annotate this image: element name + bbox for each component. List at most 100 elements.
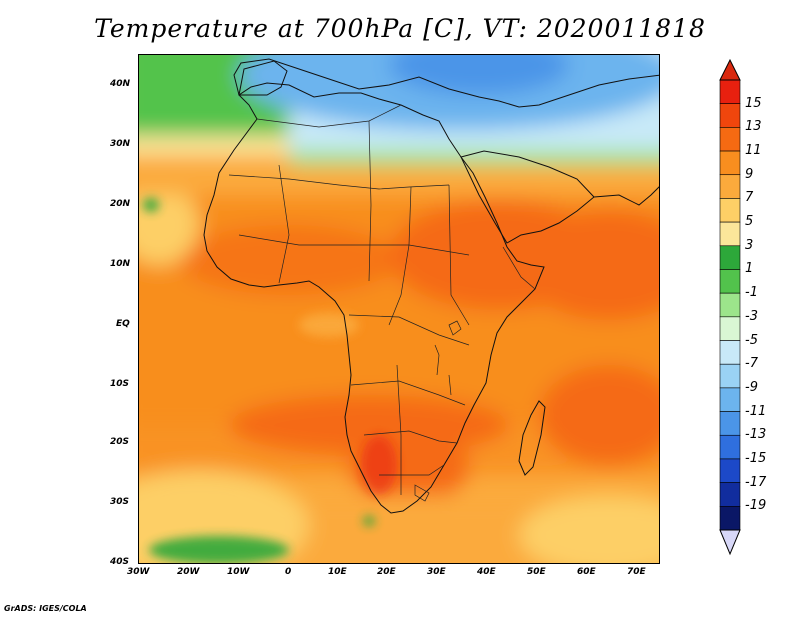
india-coast [593,186,659,206]
colorbar-box [719,79,741,104]
colorbar-box [719,316,741,341]
lon-label-30w: 30W [127,567,150,577]
colorbar-bottom-arrow [719,529,741,556]
field-core-arabian-sea [519,210,659,320]
lon-label-20e: 20E [377,567,396,577]
colorbar-label: 15 [745,95,762,111]
southern-africa-inner [414,484,430,502]
colorbar-label: -1 [745,285,758,301]
field-blob-green-atlantic [143,198,159,212]
colorbar-label: 5 [745,214,754,230]
colorbar-label: -9 [745,379,758,395]
temperature-map [138,54,660,564]
lake-victoria [448,320,462,336]
lat-label-30s: 30S [110,497,130,507]
lon-label-0: 0 [285,567,292,577]
colorbar-box [719,482,741,507]
colorbar-top-arrow [719,58,741,81]
lon-label-30e: 30E [427,567,446,577]
colorbar-box [719,245,741,270]
colorbar-label: 11 [745,143,762,159]
colorbar-label: 9 [745,166,754,182]
lat-label-10n: 10N [110,259,131,269]
border-10 [363,430,458,444]
colorbar-box [719,269,741,294]
colorbar-label: -11 [745,403,767,419]
lake-tanganyika [434,344,440,376]
colorbar-box [719,434,741,460]
colorbar-label: 3 [745,237,754,253]
colorbar-box [719,363,741,389]
lat-label-eq: EQ [116,319,130,329]
field-blob-green-sw [149,536,289,563]
colorbar-box [719,198,741,223]
colorbar-box [719,103,741,128]
colorbar-label: -19 [745,498,767,514]
field-core-indian-ocean [539,365,659,465]
colorbar-label: -3 [745,308,758,324]
colorbar-box [719,150,741,176]
colorbar-box [719,292,741,318]
field-blob-green-cape [363,516,375,526]
lon-label-60e: 60E [577,567,596,577]
colorbar-box [719,458,741,483]
field-blob-pale-gulf [299,313,359,337]
colorbar-label: -13 [745,427,767,443]
colorbar-label: -17 [745,474,767,490]
colorbar-label: -5 [745,332,758,348]
lat-label-30n: 30N [110,139,131,149]
colorbar-box [719,506,741,531]
field-core-sahel [179,225,399,295]
border-5 [388,186,412,326]
credit: GrADS: IGES/COLA [4,604,87,613]
border-4 [368,120,372,282]
border-11 [379,464,445,476]
map-svg [139,55,659,563]
colorbar-boxes [719,79,741,531]
field-north-deepblue [389,55,569,95]
lat-label-20s: 20S [110,437,130,447]
lake-malawi [448,374,452,396]
lon-label-20w: 20W [177,567,200,577]
europe-coast [233,58,659,108]
country-borders [228,104,536,502]
madagascar [518,400,546,476]
lat-label-40n: 40N [110,79,131,89]
border-13 [502,246,536,290]
colorbar-box [719,174,741,199]
colorbar-label: -7 [745,356,758,372]
colorbar-box [719,411,741,436]
border-2 [228,174,450,190]
colorbar-label: 13 [745,119,762,135]
border-7 [238,234,470,256]
temperature-field [139,55,659,563]
border-8 [348,314,470,346]
colorbar-box [719,127,741,152]
lat-label-40s: 40S [110,557,130,567]
border-12 [396,364,402,495]
lon-label-70e: 70E [627,567,646,577]
border-3 [278,164,290,284]
colorbar-box [719,221,741,247]
chart-title: Temperature at 700hPa [C], VT: 202001181… [94,14,706,43]
colorbar-box [719,387,741,412]
lon-label-50e: 50E [527,567,546,577]
colorbar [719,58,741,556]
iberia [238,60,288,96]
arabian-peninsula [460,150,595,244]
field-southeast-pale [519,495,659,563]
border-1 [256,104,402,128]
lon-label-10e: 10E [328,567,347,577]
border-6 [448,184,470,326]
border-9 [350,380,466,406]
lat-label-20n: 20N [110,199,131,209]
field-blob-hot-sw-africa [361,435,397,495]
colorbar-label: -15 [745,450,767,466]
colorbar-label: 7 [745,190,754,206]
coastlines [203,58,659,514]
colorbar-label: 1 [745,261,754,277]
lat-label-10s: 10S [110,379,130,389]
colorbar-box [719,340,741,365]
lon-label-40e: 40E [477,567,496,577]
africa-coastline [203,82,545,514]
